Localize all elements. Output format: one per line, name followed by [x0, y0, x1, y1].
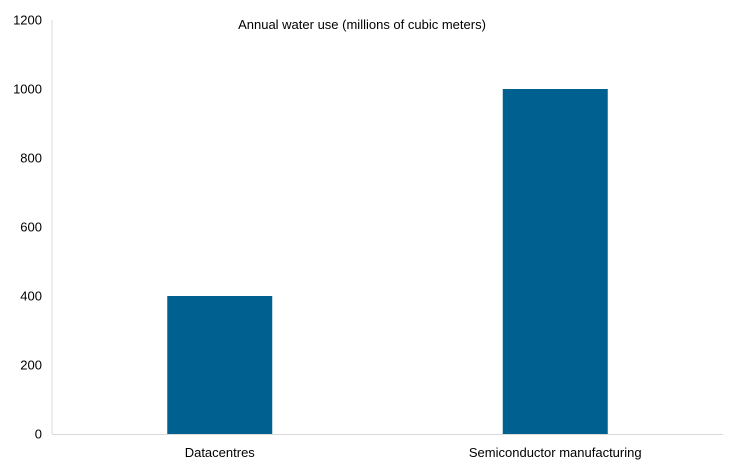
- y-tick-label: 1200: [13, 13, 42, 28]
- y-tick-label: 200: [20, 358, 42, 373]
- bar-semiconductor-manufacturing: [502, 89, 608, 434]
- y-tick-label: 400: [20, 289, 42, 304]
- y-tick-label: 1000: [13, 82, 42, 97]
- bar-datacentres: [167, 296, 273, 434]
- y-tick-label: 800: [20, 151, 42, 166]
- chart-title: Annual water use (millions of cubic mete…: [238, 17, 486, 32]
- bars: [167, 89, 608, 434]
- x-axis-labels: Datacentres Semiconductor manufacturing: [185, 445, 642, 460]
- y-tick-label: 600: [20, 220, 42, 235]
- x-tick-label: Semiconductor manufacturing: [469, 445, 642, 460]
- y-axis-ticks: 0 200 400 600 800 1000 1200: [13, 13, 42, 442]
- x-tick-label: Datacentres: [185, 445, 256, 460]
- y-tick-label: 0: [35, 427, 42, 442]
